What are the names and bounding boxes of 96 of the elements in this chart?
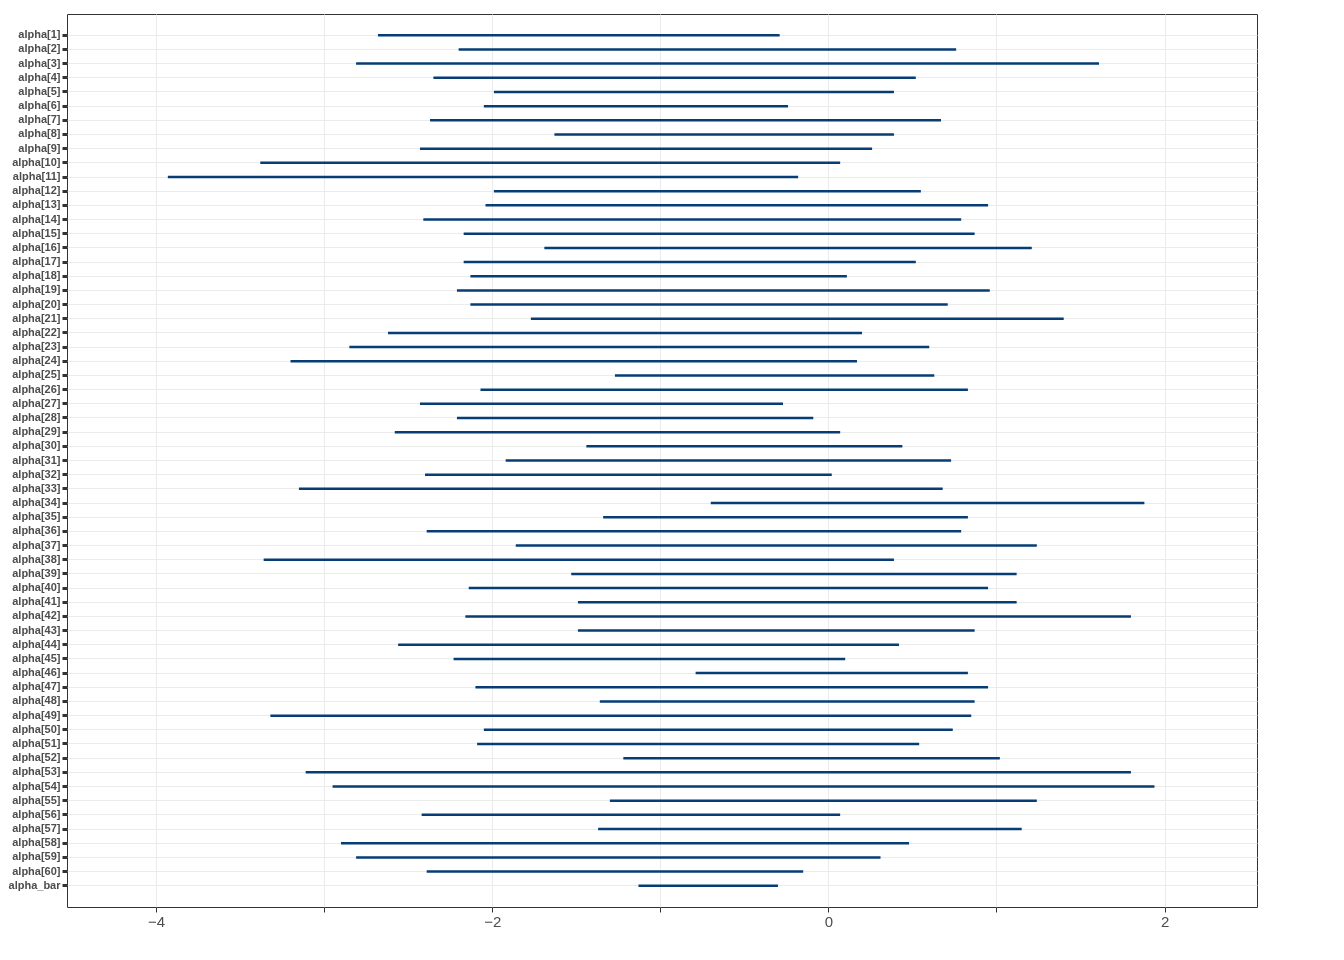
y-tick-label: alpha[8] [18, 127, 61, 140]
y-tick-label: alpha[17] [12, 255, 61, 268]
y-tick-label: alpha[1] [18, 28, 61, 41]
y-tick-label: alpha[52] [12, 751, 61, 764]
bar [480, 388, 968, 391]
y-tick-label: alpha[20] [12, 297, 61, 310]
x-tick-label: −4 [148, 912, 166, 930]
y-tick-label: alpha[12] [12, 184, 61, 197]
y-tick-label: alpha[2] [18, 42, 61, 55]
y-tick-label: alpha[59] [12, 850, 61, 863]
bar [426, 870, 804, 873]
y-tick-label: alpha[47] [12, 680, 61, 693]
bar [290, 360, 857, 363]
bar [425, 473, 832, 476]
y-tick-label: alpha[26] [12, 382, 61, 395]
y-tick-label: alpha[53] [12, 765, 61, 778]
y-tick-label: alpha[36] [12, 524, 61, 537]
bar [270, 714, 972, 717]
bar [638, 884, 778, 887]
x-tick-label: 0 [824, 912, 834, 930]
y-tick-label: alpha[33] [12, 481, 61, 494]
y-tick-label: alpha[58] [12, 836, 61, 849]
y-tick-label: alpha[34] [12, 496, 61, 509]
bar [609, 799, 1037, 802]
y-tick-label: alpha[35] [12, 510, 61, 523]
y-tick-label: alpha[10] [12, 155, 61, 168]
bar [419, 147, 873, 150]
y-tick-label: alpha[49] [12, 708, 61, 721]
bar [356, 856, 881, 859]
bar [332, 785, 1155, 788]
bar [465, 615, 1131, 618]
y-tick-label: alpha[46] [12, 666, 61, 679]
y-tick-label: alpha[18] [12, 269, 61, 282]
y-tick-label: alpha[13] [12, 198, 61, 211]
y-tick-label: alpha[56] [12, 807, 61, 820]
y-tick-label: alpha[40] [12, 581, 61, 594]
y-tick-label: alpha[60] [12, 864, 61, 877]
y-tick-label: alpha[32] [12, 467, 61, 480]
bar [377, 34, 780, 37]
x-tick-label: 2 [1160, 912, 1170, 930]
bar [458, 48, 957, 51]
y-tick-label: alpha[6] [18, 99, 61, 112]
bar [614, 374, 935, 377]
y-tick-label: alpha[23] [12, 340, 61, 353]
y-tick-label: alpha[21] [12, 311, 61, 324]
y-tick-label: alpha[7] [18, 113, 61, 126]
y-tick-label: alpha[14] [12, 212, 61, 225]
y-tick-label: alpha[39] [12, 566, 61, 579]
y-tick-label: alpha[50] [12, 722, 61, 735]
bar [426, 530, 962, 533]
bar [599, 700, 975, 703]
bar [554, 133, 894, 136]
x-tick-label: −2 [484, 912, 502, 930]
y-tick-label: alpha_bar [8, 878, 62, 891]
y-tick-label: alpha[38] [12, 552, 61, 565]
y-tick-label: alpha[27] [12, 396, 61, 409]
bar [515, 544, 1037, 547]
bar [485, 204, 989, 207]
y-tick-label: alpha[57] [12, 822, 61, 835]
bar [586, 445, 903, 448]
bar [456, 289, 990, 292]
y-tick-label: alpha[28] [12, 410, 61, 423]
bar [423, 218, 962, 221]
y-tick-label: alpha[19] [12, 283, 61, 296]
bar [577, 629, 975, 632]
bar [305, 771, 1131, 774]
y-tick-label: alpha[22] [12, 325, 61, 338]
y-tick-label: alpha[15] [12, 226, 61, 239]
y-tick-label: alpha[55] [12, 793, 61, 806]
y-tick-label: alpha[11] [12, 170, 61, 183]
bar [356, 62, 1100, 65]
y-tick-label: alpha[51] [12, 736, 61, 749]
y-tick-label: alpha[37] [12, 538, 61, 551]
y-tick-label: alpha[31] [12, 453, 61, 466]
y-tick-label: alpha[45] [12, 651, 61, 664]
bar [430, 119, 942, 122]
bar [475, 686, 989, 689]
y-tick-label: alpha[30] [12, 439, 61, 452]
y-tick-label: alpha[29] [12, 425, 61, 438]
bar [505, 459, 952, 462]
y-tick-label: alpha[16] [12, 240, 61, 253]
y-tick-label: alpha[3] [18, 56, 61, 69]
y-tick-label: alpha[9] [18, 141, 61, 154]
y-tick-label: alpha[44] [12, 637, 61, 650]
y-tick-label: alpha[5] [18, 84, 61, 97]
y-tick-label: alpha[4] [18, 70, 61, 83]
y-tick-label: alpha[48] [12, 694, 61, 707]
y-tick-label: alpha[43] [12, 623, 61, 636]
bar [470, 303, 948, 306]
y-tick-label: alpha[42] [12, 609, 61, 622]
y-tick-label: alpha[54] [12, 779, 61, 792]
y-tick-label: alpha[24] [12, 354, 61, 367]
bar [463, 232, 975, 235]
y-tick-label: alpha[25] [12, 368, 61, 381]
y-tick-label: alpha[41] [12, 595, 61, 608]
bar [263, 558, 894, 561]
